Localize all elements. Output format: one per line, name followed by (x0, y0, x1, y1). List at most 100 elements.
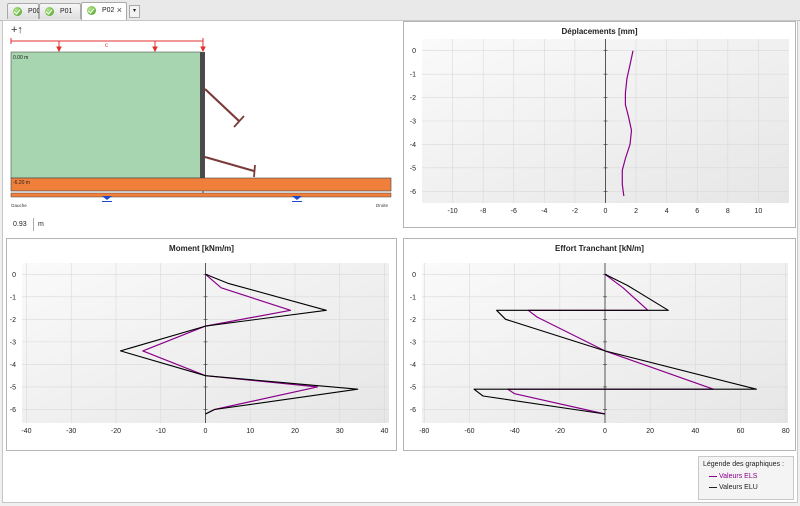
x-tick-label: -6 (511, 208, 517, 215)
y-tick-label: -4 (10, 362, 16, 369)
check-icon (45, 7, 54, 16)
x-tick-label: -10 (448, 208, 458, 215)
x-tick-label: -80 (419, 428, 429, 435)
x-tick-label: 10 (755, 208, 763, 215)
shear-chart: Effort Tranchant [kN/m] -80 -60 -40 -20 0 20 4… (403, 238, 796, 451)
x-tick-label: 0 (204, 428, 208, 435)
y-tick-label: -5 (410, 165, 416, 172)
check-icon (13, 7, 22, 16)
close-icon[interactable]: × (116, 5, 122, 15)
y-tick-label: -6 (410, 407, 416, 414)
legend-swatch (709, 475, 717, 477)
tab-label: P00 (28, 8, 41, 15)
displacement-chart: Déplacements [mm] -10 -8 -6 -4 -2 0 2 4 6 8 10 0 -1-… (403, 21, 796, 228)
x-tick-label: 60 (737, 428, 745, 435)
y-tick-label: -3 (410, 119, 416, 126)
y-tick-label: 0 (412, 48, 416, 55)
moment-chart: Moment [kNm/m] -40 -30 -20 -10 0 10 20 30 40 0 -1-… (6, 238, 397, 451)
x-tick-label: 40 (691, 428, 699, 435)
anchors (204, 88, 256, 178)
slab-base (10, 192, 392, 198)
x-tick-label: 4 (665, 208, 669, 215)
dimension-value: 0.93 (13, 221, 27, 228)
y-tick-label: -6 (410, 189, 416, 196)
y-tick-label: -1 (410, 72, 416, 79)
x-tick-label: 8 (726, 208, 730, 215)
displacement-chart-svg: -10 -8 -6 -4 -2 0 2 4 6 8 10 0 -1 -2 -3 -4 -5 -6 (410, 39, 789, 215)
y-tick-label: -5 (10, 384, 16, 391)
series-line (507, 273, 714, 415)
x-tick-label: 20 (646, 428, 654, 435)
water-table-icon (102, 196, 302, 202)
x-tick-label: 6 (695, 208, 699, 215)
x-tick-label: -2 (572, 208, 578, 215)
y-tick-label: -1 (10, 294, 16, 301)
x-tick-label: -30 (66, 428, 76, 435)
tab-bar: P00 P01 P02 × ▾ (0, 0, 800, 21)
x-tick-label: -20 (111, 428, 121, 435)
legend-item-elu: Valeurs ELU (709, 484, 758, 491)
x-tick-label: 80 (782, 428, 790, 435)
divider (33, 218, 34, 231)
series-line (621, 50, 634, 197)
x-tick-label: -8 (480, 208, 486, 215)
tab-label: P02 (102, 7, 115, 14)
y-tick-label: -2 (10, 317, 16, 324)
x-tick-label: -40 (510, 428, 520, 435)
load-label: c (105, 43, 108, 49)
tab-label: P01 (60, 8, 73, 15)
slab (10, 177, 392, 192)
dimension-unit: m (38, 221, 44, 228)
legend-item-els: Valeurs ELS (709, 473, 757, 480)
shear-chart-svg: -80 -60 -40 -20 0 20 40 60 80 0 -1 -2 -3 -4 -5 -6 (410, 263, 790, 435)
level-top: 0.00 m (13, 55, 28, 61)
left-label: Gauche (11, 203, 27, 208)
add-icon[interactable]: +↑ (11, 24, 23, 36)
level-bottom: -6.20 m (13, 180, 30, 186)
legend-title: Légende des graphiques : (703, 461, 784, 468)
tab-p01[interactable]: P01 (39, 3, 81, 19)
series-line (142, 273, 318, 415)
retaining-wall (200, 52, 205, 178)
y-tick-label: -2 (410, 95, 416, 102)
legend-swatch (709, 486, 717, 488)
x-tick-label: 20 (291, 428, 299, 435)
soil-block (10, 51, 202, 179)
check-icon (87, 6, 96, 15)
tab-p00[interactable]: P00 (7, 3, 41, 19)
chart-title: Effort Tranchant [kN/m] (555, 244, 644, 253)
x-tick-label: 40 (381, 428, 389, 435)
series-line (473, 273, 757, 415)
x-tick-label: 10 (246, 428, 254, 435)
x-tick-label: -20 (555, 428, 565, 435)
y-tick-label: -5 (410, 384, 416, 391)
legend-label: Valeurs ELU (719, 484, 758, 491)
x-tick-label: 0 (604, 208, 608, 215)
x-tick-label: -60 (464, 428, 474, 435)
x-tick-label: 0 (603, 428, 607, 435)
y-tick-label: -3 (10, 339, 16, 346)
right-label: Droite (376, 203, 389, 208)
moment-chart-svg: -40 -30 -20 -10 0 10 20 30 40 0 -1 -2 -3 -4 -5 -6 (10, 263, 389, 435)
tab-p02[interactable]: P02 × (81, 2, 127, 20)
chart-title: Moment [kNm/m] (169, 244, 234, 253)
y-tick-label: -1 (410, 294, 416, 301)
tab-dropdown-button[interactable]: ▾ (129, 5, 140, 18)
x-tick-label: -40 (21, 428, 31, 435)
y-tick-label: -4 (410, 362, 416, 369)
legend-label: Valeurs ELS (719, 473, 758, 480)
x-tick-label: 2 (634, 208, 638, 215)
chart-title: Déplacements [mm] (561, 27, 638, 36)
y-tick-label: -4 (410, 142, 416, 149)
y-tick-label: -3 (410, 339, 416, 346)
y-tick-label: 0 (412, 272, 416, 279)
load-arrows (56, 41, 206, 53)
legend: Légende des graphiques : Valeurs ELS Val… (698, 456, 794, 500)
x-tick-label: -4 (541, 208, 547, 215)
y-tick-label: -2 (410, 317, 416, 324)
section-drawing: c 0.00 m -6.20 m Gauche Droite (10, 38, 392, 208)
x-tick-label: 30 (336, 428, 344, 435)
y-tick-label: 0 (12, 272, 16, 279)
x-tick-label: -10 (156, 428, 166, 435)
y-tick-label: -6 (10, 407, 16, 414)
